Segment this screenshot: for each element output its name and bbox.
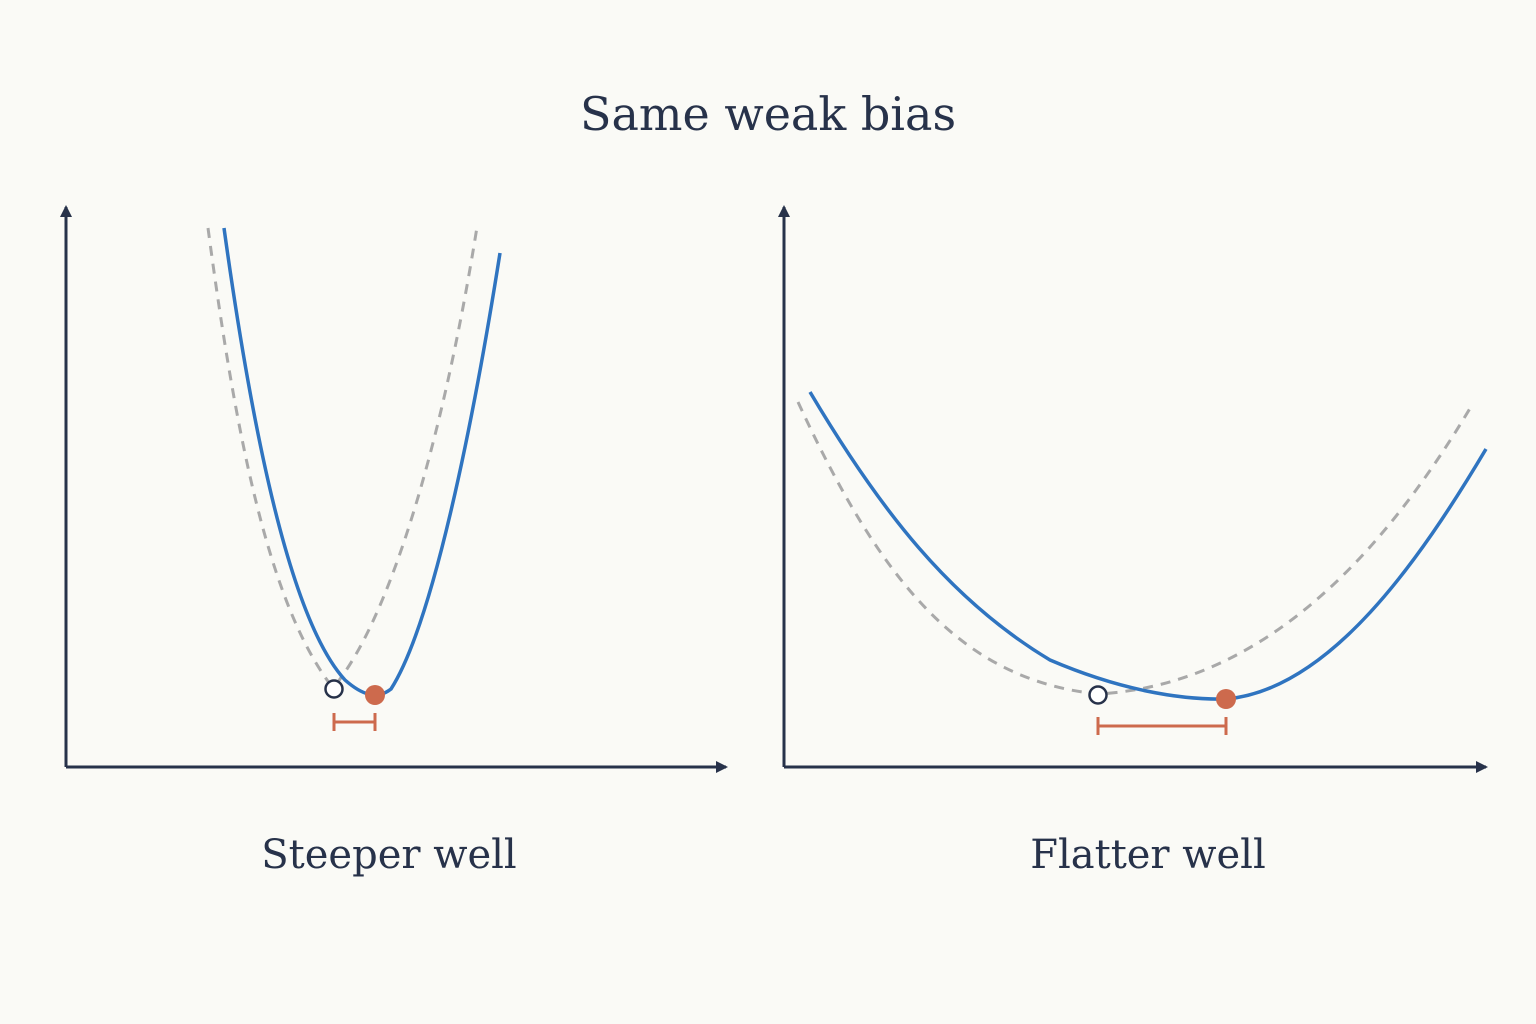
minimum-shift-bracket	[332, 713, 377, 731]
figure-title: Same weak bias	[580, 87, 956, 141]
biased-minimum-marker	[1216, 689, 1236, 709]
minimum-shift-bracket	[1096, 717, 1228, 735]
original-energy-curve	[796, 401, 1474, 696]
panel-steeper-well: Steeper well	[60, 205, 728, 878]
biased-minimum-marker	[365, 685, 385, 705]
panel-caption: Flatter well	[1030, 832, 1266, 878]
panel-caption: Steeper well	[261, 832, 516, 878]
biased-energy-curve	[808, 391, 1488, 701]
original-minimum-marker	[324, 679, 344, 699]
original-minimum-marker	[1088, 685, 1108, 705]
panel-flatter-well: Flatter well	[778, 205, 1488, 878]
original-energy-curve	[206, 226, 479, 691]
biased-energy-curve	[222, 227, 502, 697]
